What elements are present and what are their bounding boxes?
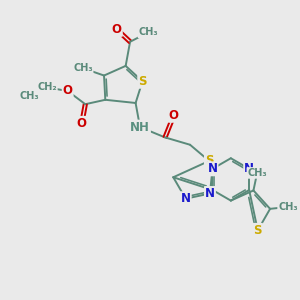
Text: O: O	[169, 109, 179, 122]
Text: N: N	[208, 162, 218, 175]
Text: CH₃: CH₃	[73, 63, 93, 73]
Text: O: O	[112, 23, 122, 36]
Text: N: N	[205, 187, 215, 200]
Text: CH₃: CH₃	[20, 91, 39, 101]
Text: CH₃: CH₃	[139, 27, 158, 38]
Text: S: S	[138, 75, 147, 88]
Text: N: N	[244, 162, 254, 175]
Text: O: O	[63, 85, 73, 98]
Text: N: N	[181, 192, 191, 205]
Text: CH₃: CH₃	[247, 168, 267, 178]
Text: S: S	[254, 224, 262, 237]
Text: NH: NH	[130, 121, 150, 134]
Text: CH₂: CH₂	[37, 82, 57, 92]
Text: S: S	[205, 154, 213, 167]
Text: CH₃: CH₃	[278, 202, 298, 212]
Text: O: O	[77, 117, 87, 130]
